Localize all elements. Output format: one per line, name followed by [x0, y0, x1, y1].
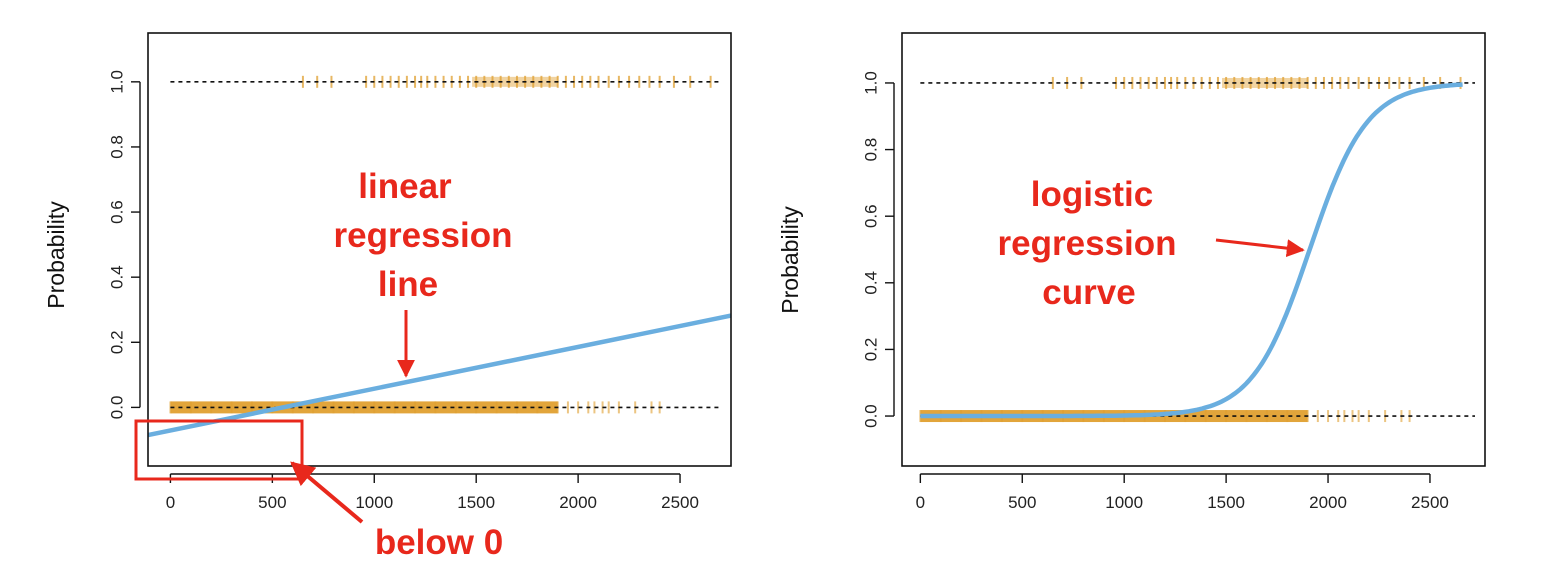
y-tick-label: 0.0 [861, 404, 880, 428]
rug-one-group [1051, 76, 1462, 89]
y-tick-label: 0.2 [107, 330, 126, 354]
x-tick-label: 0 [916, 493, 925, 512]
logistic-regression-curve [920, 82, 1463, 419]
y-tick-label: 1.0 [107, 70, 126, 94]
x-tick-label: 1000 [1105, 493, 1143, 512]
x-tick-label: 1500 [457, 493, 495, 512]
y-axis: 0.0 0.2 0.4 0.6 0.8 1.0 [861, 71, 895, 428]
annotation-arrow-below-zero [290, 461, 364, 524]
y-axis-title: Probability [43, 201, 69, 309]
linear-regression-panel: 0 500 1000 1500 2000 2500 0.00.20.40.60.81.0 … [43, 32, 732, 562]
y-tick-label: 0.8 [107, 135, 126, 159]
x-tick-label: 2500 [661, 493, 699, 512]
x-tick-label: 1500 [1207, 493, 1245, 512]
y-tick-label: 0.4 [107, 265, 126, 289]
plot-frame [901, 32, 1486, 467]
annotation-linear-line-2: regression [334, 216, 513, 255]
x-axis: 0 500 1000 1500 2000 2500 [916, 473, 1449, 512]
x-axis: 0 500 1000 1500 2000 2500 [166, 473, 699, 512]
x-tick-label: 500 [258, 493, 286, 512]
y-tick-label: 0.0 [107, 396, 126, 420]
annotation-arrow-logistic [1215, 238, 1305, 258]
y-tick-label: 0.6 [107, 200, 126, 224]
annotation-logistic-line-3: curve [1042, 273, 1135, 312]
annotation-logistic-line-1: logistic [1031, 175, 1154, 214]
y-tick-label: 0.8 [861, 138, 880, 162]
annotation-logistic-line-2: regression [998, 224, 1177, 263]
logistic-regression-panel: 0 500 1000 1500 2000 2500 0.00.20.40.60.81.0 … [777, 32, 1486, 512]
annotation-linear-line-1: linear [358, 167, 452, 206]
x-tick-label: 2000 [1309, 493, 1347, 512]
y-tick-label: 0.6 [861, 204, 880, 228]
y-axis: 0.0 0.2 0.4 0.6 0.8 1.0 [107, 70, 141, 420]
y-tick-label: 0.4 [861, 271, 880, 295]
x-tick-label: 0 [166, 493, 175, 512]
x-tick-label: 1000 [355, 493, 393, 512]
linear-regression-line [147, 313, 732, 438]
x-tick-label: 2500 [1411, 493, 1449, 512]
annotation-linear-line-3: line [378, 265, 438, 304]
annotation-below-zero: below 0 [375, 523, 503, 562]
plot-frame [147, 32, 732, 467]
x-tick-label: 500 [1008, 493, 1036, 512]
y-tick-label: 1.0 [861, 71, 880, 95]
y-tick-label: 0.2 [861, 338, 880, 362]
x-tick-label: 2000 [559, 493, 597, 512]
below-zero-highlight-box [134, 419, 304, 481]
y-axis-title: Probability [777, 206, 803, 314]
